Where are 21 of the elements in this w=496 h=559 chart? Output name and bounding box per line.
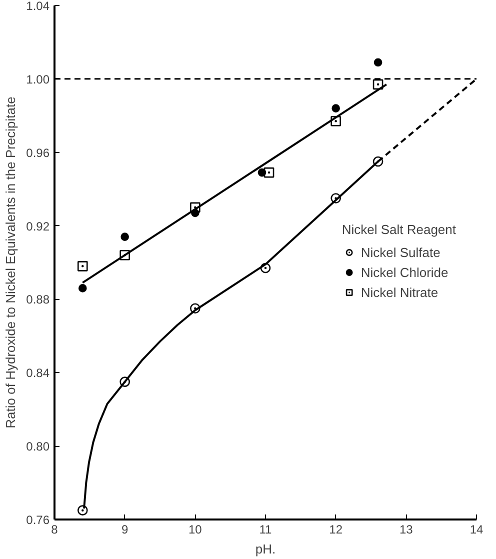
legend-label: Nickel Chloride	[360, 264, 448, 280]
x-tick-label: 13	[399, 522, 414, 536]
y-tick-label: 0.88	[26, 292, 50, 307]
y-tick-label: 0.76	[26, 513, 50, 527]
x-tick-label: 8	[51, 522, 58, 536]
y-tick-label: 0.92	[26, 219, 50, 234]
x-tick-label: 11	[259, 522, 272, 536]
legend-label: Nickel Nitrate	[360, 284, 438, 300]
y-tick-label: 0.96	[26, 146, 50, 160]
y-axis-title: Ratio of Hydroxide to Nickel Equivalents in the Precipitate	[3, 96, 18, 428]
x-tick-label: 9	[121, 522, 128, 536]
legend-label: Nickel Sulfate	[360, 244, 440, 260]
y-tick-label: 0.84	[26, 366, 50, 380]
x-tick-label: 10	[188, 522, 202, 536]
legend-title: Nickel Salt Reagent	[342, 222, 456, 237]
x-tick-label: 14	[470, 522, 484, 536]
x-axis-title: pH.	[255, 542, 276, 556]
x-tick-label: 12	[329, 522, 343, 536]
y-tick-label: 0.80	[26, 440, 50, 454]
y-tick-label: 1.04	[26, 0, 50, 13]
y-tick-label: 1.00	[26, 72, 50, 86]
